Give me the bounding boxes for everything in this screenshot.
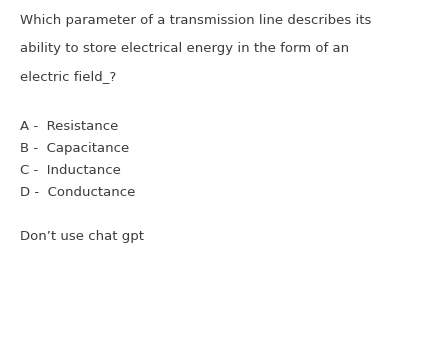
Text: D -  Conductance: D - Conductance <box>20 186 135 199</box>
Text: Don’t use chat gpt: Don’t use chat gpt <box>20 230 144 243</box>
Text: B -  Capacitance: B - Capacitance <box>20 142 129 155</box>
Text: C -  Inductance: C - Inductance <box>20 164 121 177</box>
Text: Which parameter of a transmission line describes its: Which parameter of a transmission line d… <box>20 14 371 27</box>
Text: electric field_?: electric field_? <box>20 70 116 83</box>
Text: A -  Resistance: A - Resistance <box>20 120 118 133</box>
Text: ability to store electrical energy in the form of an: ability to store electrical energy in th… <box>20 42 349 55</box>
